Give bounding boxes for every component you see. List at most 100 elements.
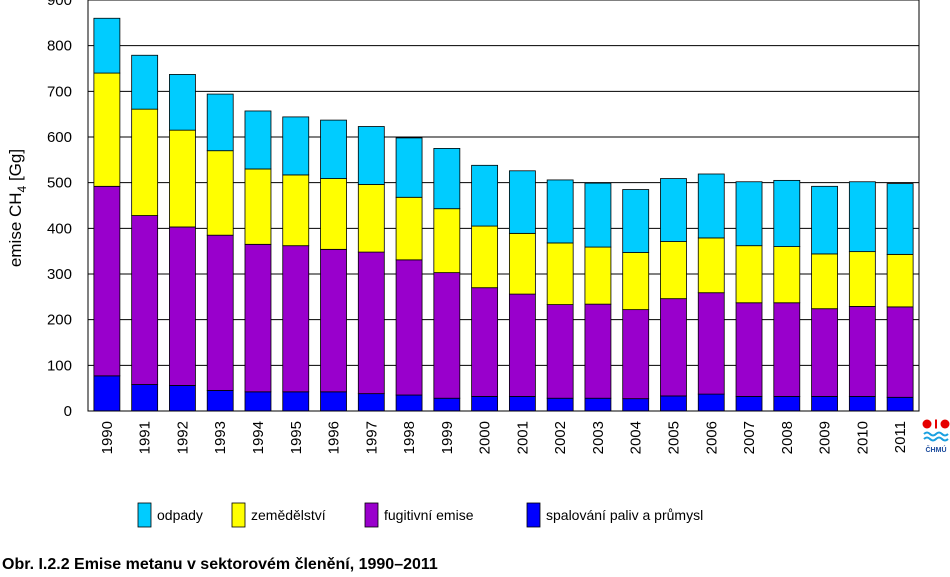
bar-segment xyxy=(433,208,461,274)
bar-segment xyxy=(433,397,461,412)
bar-segment xyxy=(471,225,499,289)
bar-segment xyxy=(93,185,121,377)
bar-segment xyxy=(282,116,310,176)
bar-segment xyxy=(320,248,347,393)
x-tick-label: 2003 xyxy=(590,421,607,454)
y-tick-label: 700 xyxy=(47,83,72,100)
bar-segment xyxy=(206,93,234,152)
bar-segment xyxy=(131,108,159,216)
bar-segment xyxy=(244,391,272,412)
bar-segment xyxy=(206,390,234,412)
bar-segment xyxy=(773,246,801,304)
y-tick-label: 600 xyxy=(47,129,72,146)
x-tick-label: 1995 xyxy=(288,421,305,454)
bar-segment xyxy=(131,384,159,412)
bar-segment xyxy=(584,246,612,305)
bar-segment xyxy=(357,126,385,185)
x-tick-label: 2007 xyxy=(741,421,758,454)
bar-segment xyxy=(169,74,196,131)
bar-segment xyxy=(660,298,687,397)
bar-segment xyxy=(811,395,838,412)
bar-segment xyxy=(131,215,159,385)
legend-swatch xyxy=(364,502,379,528)
bar-segment xyxy=(735,245,763,304)
bar-segment xyxy=(546,242,574,305)
bar-segment xyxy=(93,375,121,412)
bar-segment xyxy=(697,237,725,294)
bar-segment xyxy=(320,119,347,179)
bar-segment xyxy=(508,232,536,295)
bar-segment xyxy=(697,173,725,239)
legend-label: fugitivní emise xyxy=(384,507,474,523)
x-tick-label: 2008 xyxy=(779,421,796,454)
bar-segment xyxy=(244,243,272,393)
x-tick-label: 2002 xyxy=(552,421,569,454)
bar-segment xyxy=(395,196,423,261)
bar-segment xyxy=(206,150,234,236)
x-tick-label: 1993 xyxy=(212,421,229,454)
y-axis-label: emise CH4 [Gg] xyxy=(6,149,29,267)
x-tick-label: 1991 xyxy=(137,421,154,454)
bar-segment xyxy=(811,308,838,397)
y-tick-label: 800 xyxy=(47,38,72,55)
x-tick-label: 2010 xyxy=(854,421,871,454)
bar-segment xyxy=(886,183,914,255)
bar-segment xyxy=(471,164,499,227)
bar-segment xyxy=(357,184,385,253)
bar-segment xyxy=(773,302,801,397)
bar-segment xyxy=(395,137,423,198)
bar-segment xyxy=(206,234,234,391)
legend: odpady zemědělství fugitivní emise spalován… xyxy=(137,502,703,528)
figure-caption: Obr. I.2.2 Emise metanu v sektorovém čle… xyxy=(2,556,438,573)
bar-segment xyxy=(320,178,347,250)
legend-swatch xyxy=(137,502,152,528)
bar-segment xyxy=(244,110,272,170)
bar-segment xyxy=(169,385,196,412)
bar-segment xyxy=(735,395,763,412)
bar-segment xyxy=(433,148,461,210)
chmu-logo: ČHMÚ xyxy=(922,419,950,454)
bar-segment xyxy=(433,272,461,399)
y-tick-label: 900 xyxy=(47,0,72,9)
bar-segment xyxy=(395,394,423,412)
y-tick-label: 500 xyxy=(47,175,72,192)
bar-segment xyxy=(697,292,725,395)
bar-segment xyxy=(169,129,196,228)
bar-segment xyxy=(282,174,310,247)
y-tick-label: 400 xyxy=(47,220,72,237)
bar-segment xyxy=(886,396,914,412)
plot-frame xyxy=(87,0,920,412)
x-tick-label: 2005 xyxy=(665,421,682,454)
y-axis-ticks: 0 100 200 300 400 500 600 700 800 900 xyxy=(47,0,72,420)
bar-segment xyxy=(848,306,876,397)
bar-segment xyxy=(886,253,914,308)
bar-segment xyxy=(773,395,801,412)
bar-segment xyxy=(773,179,801,247)
bar-segment xyxy=(508,395,536,412)
y-tick-label: 200 xyxy=(47,312,72,329)
bar-segment xyxy=(244,168,272,245)
bar-segment xyxy=(660,395,687,412)
bar-segment xyxy=(508,170,536,234)
logo-text: ČHMÚ xyxy=(926,445,947,454)
bar-segment xyxy=(811,253,838,310)
bar-segment xyxy=(282,245,310,393)
legend-label: spalování paliv a průmysl xyxy=(546,507,703,523)
x-tick-label: 1997 xyxy=(363,421,380,454)
legend-swatch xyxy=(231,502,246,528)
bar-segment xyxy=(660,241,687,300)
bar-segment xyxy=(320,391,347,412)
bar-segment xyxy=(848,395,876,412)
bar-segment xyxy=(697,393,725,412)
bar-segment xyxy=(357,251,385,395)
y-tick-label: 100 xyxy=(47,357,72,374)
bar-segment xyxy=(546,179,574,244)
bar-segment xyxy=(357,393,385,412)
y-tick-label: 300 xyxy=(47,266,72,283)
bar-segment xyxy=(584,397,612,412)
x-tick-label: 2009 xyxy=(817,421,834,454)
bar-segment xyxy=(848,251,876,307)
x-tick-label: 1999 xyxy=(439,421,456,454)
x-tick-label: 2000 xyxy=(477,421,494,454)
